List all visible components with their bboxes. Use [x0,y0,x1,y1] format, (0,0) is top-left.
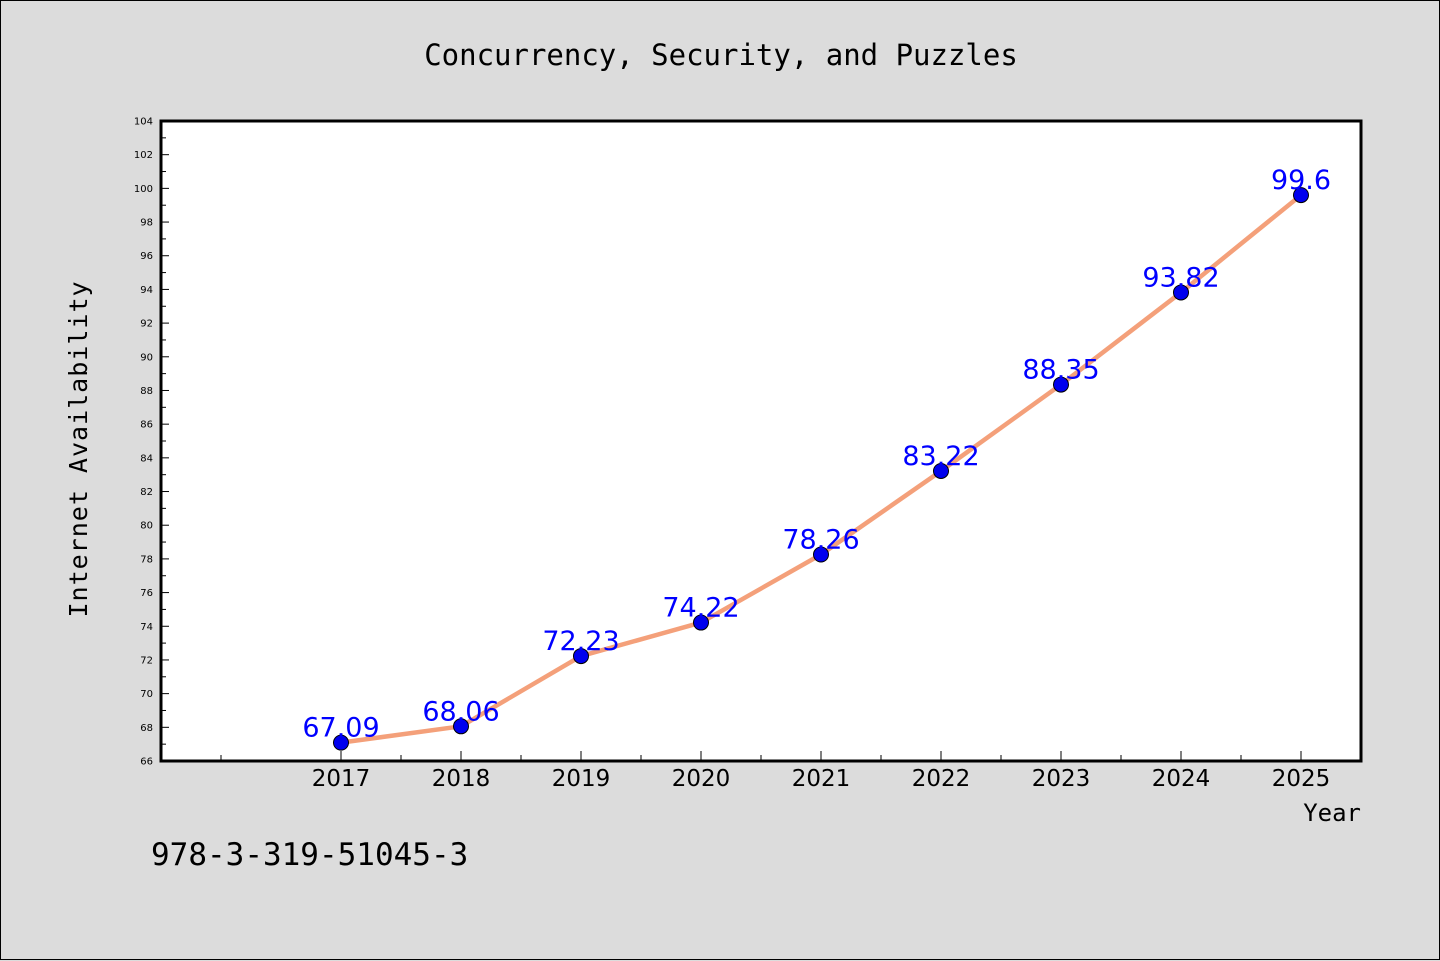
x-tick-label: 2020 [672,766,731,792]
data-point [573,648,589,665]
x-tick-label: 2017 [312,766,371,792]
data-point [813,546,829,563]
series-layer [333,187,1309,751]
y-tick-label: 66 [140,757,153,768]
isbn-footer: 978-3-319-51045-3 [151,837,468,873]
y-tick-label: 94 [140,285,153,296]
data-point [693,614,709,631]
y-tick-label: 82 [140,487,153,498]
y-tick-label: 90 [140,352,153,363]
data-label: 67.09 [302,713,379,744]
y-tick-label: 72 [140,655,153,666]
data-label: 93.82 [1142,262,1219,293]
x-tick-label: 2018 [432,766,491,792]
y-tick-label: 92 [140,319,153,330]
y-tick-label: 100 [134,184,153,195]
plot-border [159,119,1363,763]
y-tick-label: 68 [140,723,153,734]
y-tick-label: 96 [140,251,153,262]
data-point [1173,284,1189,301]
x-tick-label: 2024 [1152,766,1211,792]
y-tick-label: 74 [140,622,153,633]
data-label: 99.6 [1271,165,1331,196]
data-label: 88.35 [1022,355,1099,386]
data-label: 68.06 [422,696,499,727]
y-tick-label: 78 [140,554,153,565]
chart-title: Concurrency, Security, and Puzzles [424,38,1018,72]
y-tick-label: 80 [140,521,153,532]
data-label: 74.22 [662,593,739,624]
x-tick-label: 2019 [552,766,611,792]
x-tick-label: 2022 [912,766,971,792]
data-point [333,734,349,751]
x-axis-label: Year [1303,799,1361,827]
x-tick-label: 2025 [1272,766,1331,792]
data-label: 72.23 [542,626,619,657]
data-point [1293,187,1309,204]
data-point [933,462,949,479]
y-tick-label: 86 [140,420,153,431]
data-point [453,718,469,735]
y-tick-label: 104 [134,117,153,128]
x-tick-label: 2021 [792,766,851,792]
data-label: 78.26 [782,525,859,556]
plot-area [161,121,1361,761]
y-axis-label: Internet Availability [64,280,93,617]
y-tick-label: 76 [140,588,153,599]
y-tick-label: 102 [134,150,153,161]
y-axis-ticks: 66 68 70 72 74 76 78 80 82 84 86 88 90 92 94 96 98 100 102… [134,117,169,768]
data-point [1053,376,1069,393]
x-tick-label: 2023 [1032,766,1091,792]
y-tick-label: 84 [140,453,153,464]
y-tick-label: 88 [140,386,153,397]
y-tick-label: 98 [140,218,153,229]
data-label-layer: 67.09 68.06 72.23 74.22 78.26 83.22 88.35 93.82… [302,165,1331,744]
y-tick-label: 70 [140,689,153,700]
data-label: 83.22 [902,441,979,472]
x-axis-ticks: 2017 2018 2019 2020 2021 2022 2023 2024 2025 [220,751,1331,792]
